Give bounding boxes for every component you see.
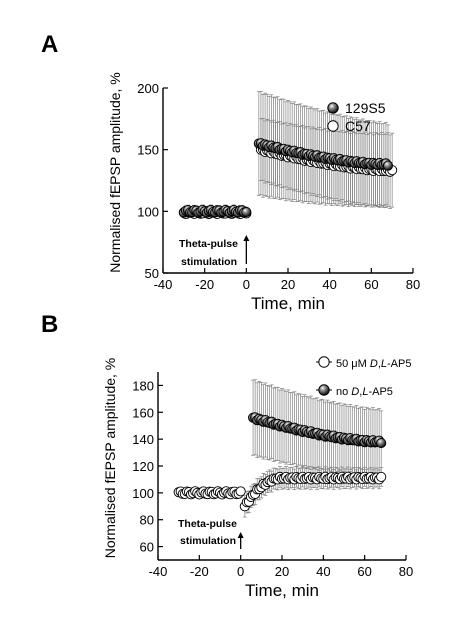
legend-label-part: D <box>370 358 378 370</box>
legend-label: 50 μM D,L-AP5 <box>336 358 411 370</box>
y-tick-label: 140 <box>132 432 154 447</box>
legend-label-part: D <box>351 386 359 398</box>
x-tick-label: 40 <box>322 277 336 292</box>
data-point-open <box>376 471 387 483</box>
y-tick-label: 100 <box>137 204 159 219</box>
data-point-filled <box>376 438 387 449</box>
chart-b: -40 -20 0 20 40 60 80 60 80 100 120 140 160 180 Time, … <box>102 356 413 600</box>
legend-label: no D,L-AP5 <box>336 386 393 398</box>
legend-label-part: μ <box>351 358 357 370</box>
y-tick-label: 200 <box>137 81 159 96</box>
x-tick-label: 0 <box>243 277 250 292</box>
annotation-arrow-head <box>237 532 244 538</box>
legend-label-part: L <box>362 386 368 398</box>
legend-label: 129S5 <box>345 100 386 116</box>
x-tick-label: -40 <box>149 564 168 579</box>
x-axis-label: Time, min <box>251 294 325 313</box>
legend-marker <box>327 102 339 114</box>
legend-label-part: -AP5 <box>387 358 411 370</box>
x-tick-label: 60 <box>357 564 371 579</box>
annotation-label: stimulation <box>181 256 237 268</box>
chart-a: -40 -20 0 20 40 60 80 50 100 150 200 Time, min Norma… <box>107 72 420 313</box>
panel-a-label: A <box>41 31 59 58</box>
data-point-filled <box>382 160 394 171</box>
x-tick-label: 80 <box>399 564 413 579</box>
y-tick-label: 120 <box>132 459 154 474</box>
y-tick-label: 80 <box>140 513 154 528</box>
x-tick-label: -40 <box>154 277 173 292</box>
legend-label-part: -AP5 <box>368 386 392 398</box>
x-tick-label: 60 <box>364 277 378 292</box>
annotation-label: Theta-pulse <box>178 518 237 530</box>
y-tick-label: 150 <box>137 143 159 158</box>
y-tick-label: 60 <box>140 540 154 555</box>
legend-label-part: M <box>358 358 370 370</box>
x-axis-label: Time, min <box>245 581 319 600</box>
x-tick-label: 20 <box>275 564 289 579</box>
legend-label-part: L <box>381 358 387 370</box>
legend-marker <box>318 384 330 396</box>
legend-marker <box>318 356 330 368</box>
annotation-label: stimulation <box>180 535 236 547</box>
x-tick-label: -20 <box>190 564 209 579</box>
legend-label-part: , <box>378 358 381 370</box>
x-tick-label: 20 <box>281 277 295 292</box>
legend-label: C57 <box>345 118 371 134</box>
data-point-filled <box>241 207 252 218</box>
annotation-label: Theta-pulse <box>179 238 238 250</box>
legend-label-part: no <box>336 386 351 398</box>
y-tick-label: 100 <box>132 486 154 501</box>
data-point-open <box>235 486 246 497</box>
legend-label-part: 50 <box>336 358 351 370</box>
x-tick-label: -20 <box>195 277 214 292</box>
panel-b-label: B <box>41 311 59 338</box>
y-tick-label: 50 <box>145 266 159 281</box>
y-axis-label: Normalised fEPSP amplitude, % <box>107 72 123 273</box>
annotation-arrow-head <box>243 235 250 241</box>
y-tick-label: 180 <box>132 378 154 393</box>
legend-label-part: , <box>359 386 362 398</box>
x-tick-label: 40 <box>316 564 330 579</box>
x-tick-label: 0 <box>237 564 244 579</box>
x-tick-label: 80 <box>406 277 420 292</box>
y-axis-label: Normalised fEPSP amplitude, % <box>102 358 118 559</box>
legend-marker <box>327 120 339 132</box>
y-tick-label: 160 <box>132 405 154 420</box>
